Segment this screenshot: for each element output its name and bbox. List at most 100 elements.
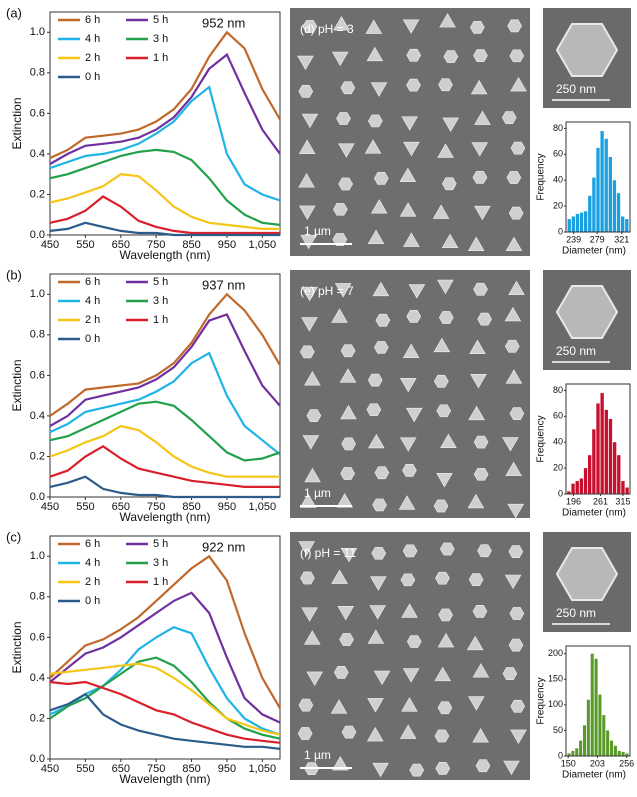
particle xyxy=(471,142,489,157)
particle xyxy=(406,78,421,92)
particle xyxy=(368,114,383,128)
y-tick-label: 60 xyxy=(553,149,563,159)
y-tick-label: 20 xyxy=(553,462,563,472)
particle xyxy=(409,763,425,777)
particle xyxy=(505,461,522,477)
particle xyxy=(333,666,349,679)
x-tick-label: 850 xyxy=(182,239,200,251)
y-tick-label: 0.8 xyxy=(30,329,45,341)
particle xyxy=(408,284,426,299)
histogram-bar xyxy=(608,156,612,232)
y-tick-label: 80 xyxy=(553,123,563,133)
histogram-bar xyxy=(579,212,584,232)
scale-bar-label: 1 µm xyxy=(304,224,331,238)
image-label: (e) pH = 7 xyxy=(300,284,354,298)
y-tick-label: 150 xyxy=(548,674,563,684)
particle xyxy=(306,671,323,686)
histogram-bar xyxy=(583,468,588,494)
particle xyxy=(468,573,484,586)
scale-bar-label: 1 µm xyxy=(304,748,331,762)
particle xyxy=(509,407,525,421)
legend-label: 6 h xyxy=(85,276,100,288)
particle xyxy=(339,633,354,646)
legend-label: 5 h xyxy=(153,538,168,550)
histogram-bar xyxy=(579,740,583,756)
histogram-bar xyxy=(606,730,610,756)
particle xyxy=(300,234,317,250)
particle xyxy=(506,171,522,184)
histogram-bar xyxy=(604,409,608,494)
particle xyxy=(402,544,418,558)
x-axis-label: Diameter (nm) xyxy=(562,246,626,257)
x-tick-label: 256 xyxy=(619,758,634,768)
particle xyxy=(505,369,523,384)
particle xyxy=(299,493,317,508)
histogram-bar xyxy=(584,211,588,232)
y-tick-label: 0 xyxy=(558,488,563,498)
legend-label: 1 h xyxy=(153,576,168,588)
particle xyxy=(472,171,488,184)
x-tick-label: 550 xyxy=(76,501,94,513)
particle xyxy=(339,368,357,383)
particle xyxy=(433,337,451,353)
histogram-bar xyxy=(582,725,587,756)
y-tick-label: 1.0 xyxy=(30,550,45,562)
particle xyxy=(367,229,385,245)
series-line xyxy=(49,680,281,744)
histogram-bar xyxy=(575,213,580,232)
series-line xyxy=(49,195,280,235)
particle xyxy=(365,19,383,34)
particle xyxy=(439,542,455,556)
particle xyxy=(331,51,349,67)
particle xyxy=(368,433,385,449)
particle xyxy=(304,371,321,386)
sem-image xyxy=(290,270,530,518)
particle xyxy=(331,308,348,323)
particle xyxy=(330,699,348,714)
particle xyxy=(340,81,356,95)
y-tick-label: 0.8 xyxy=(30,67,45,79)
particle xyxy=(370,576,387,591)
y-tick-label: 1.0 xyxy=(30,288,45,300)
x-tick-label: 850 xyxy=(182,501,200,513)
histogram-bar xyxy=(567,219,571,232)
histogram-bar xyxy=(612,180,617,232)
particle xyxy=(401,697,418,712)
histogram-bar xyxy=(598,694,602,756)
y-tick-label: 40 xyxy=(553,175,563,185)
particle xyxy=(474,110,491,125)
histogram-bar xyxy=(625,219,629,232)
y-tick-label: 0.8 xyxy=(30,591,45,603)
particle xyxy=(331,569,348,584)
particle xyxy=(333,202,348,216)
particle xyxy=(508,206,524,220)
series-line xyxy=(49,313,281,427)
particle xyxy=(297,727,313,740)
peak-annotation: 937 nm xyxy=(202,277,245,292)
histogram-bar xyxy=(575,748,579,756)
histogram-bar xyxy=(567,753,571,756)
y-axis-label: Extinction xyxy=(10,97,24,149)
particle xyxy=(468,696,485,711)
tem-particle xyxy=(555,285,619,339)
x-tick-label: 196 xyxy=(566,496,581,506)
histogram-bar xyxy=(579,478,584,494)
legend-label: 0 h xyxy=(85,333,100,345)
x-tick-label: 950 xyxy=(218,239,236,251)
particle xyxy=(340,547,358,563)
particle xyxy=(370,82,388,97)
particle xyxy=(298,205,316,220)
particle xyxy=(366,46,384,62)
particle xyxy=(372,281,390,297)
particle xyxy=(371,546,387,560)
y-tick-label: 60 xyxy=(553,411,563,421)
particle xyxy=(399,437,417,452)
y-tick-label: 0.4 xyxy=(30,672,45,684)
x-tick-label: 450 xyxy=(41,501,59,513)
x-axis-label: Diameter (nm) xyxy=(562,508,626,519)
y-tick-label: 0.4 xyxy=(30,148,45,160)
x-tick-label: 750 xyxy=(147,501,165,513)
x-tick-label: 150 xyxy=(561,758,576,768)
particle xyxy=(301,317,318,332)
